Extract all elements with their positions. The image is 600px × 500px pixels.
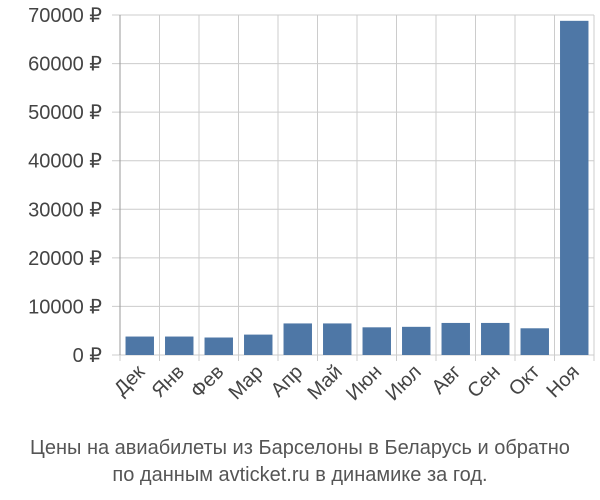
x-tick-label: Дек [110, 361, 149, 400]
y-tick-label: 40000 ₽ [28, 151, 102, 173]
x-tick-label: Июн [342, 361, 386, 405]
x-tick-label: Ноя [542, 361, 583, 402]
bar-8 [402, 326, 431, 355]
bar-9 [441, 322, 470, 355]
price-bar-chart: 0 ₽ 10000 ₽ 20000 ₽ 30000 ₽ 40000 ₽ 50000 ₽ 60… [28, 5, 595, 405]
bars [125, 20, 589, 355]
x-tick-label: Окт [505, 361, 544, 400]
x-tick-label: Сен [463, 361, 504, 402]
y-tick-label: 70000 ₽ [28, 5, 102, 27]
y-tick-label: 50000 ₽ [28, 102, 102, 124]
chart-caption-line-1: Цены на авиабилеты из Барселоны в Белару… [30, 437, 570, 459]
y-tick-label: 10000 ₽ [28, 296, 102, 318]
bar-4 [244, 334, 273, 355]
x-tick-label: Фев [187, 361, 229, 403]
bar-11 [520, 328, 549, 355]
bar-5 [283, 323, 312, 355]
x-tick-label: Мар [225, 361, 268, 404]
bar-3 [204, 337, 233, 355]
bar-10 [481, 322, 510, 355]
y-tick-labels: 0 ₽ 10000 ₽ 20000 ₽ 30000 ₽ 40000 ₽ 50000 ₽ 60… [28, 5, 102, 367]
y-tick-label: 0 ₽ [73, 345, 103, 367]
y-tick-label: 30000 ₽ [28, 199, 102, 221]
x-tick-label: Июл [382, 361, 426, 405]
y-tick-label: 20000 ₽ [28, 248, 102, 270]
x-tick-label: Авг [428, 361, 466, 399]
bar-1 [125, 336, 154, 355]
bar-12 [560, 20, 589, 355]
bar-7 [362, 327, 391, 355]
x-tick-label: Апр [267, 361, 308, 402]
y-tick-label: 60000 ₽ [28, 54, 102, 76]
x-tick-label: Май [304, 361, 347, 404]
chart-caption-line-2: по данным avticket.ru в динамике за год. [112, 464, 488, 486]
bar-2 [165, 336, 194, 355]
bar-6 [323, 323, 352, 355]
grid-lines [112, 14, 595, 361]
x-tick-label: Янв [148, 361, 189, 402]
